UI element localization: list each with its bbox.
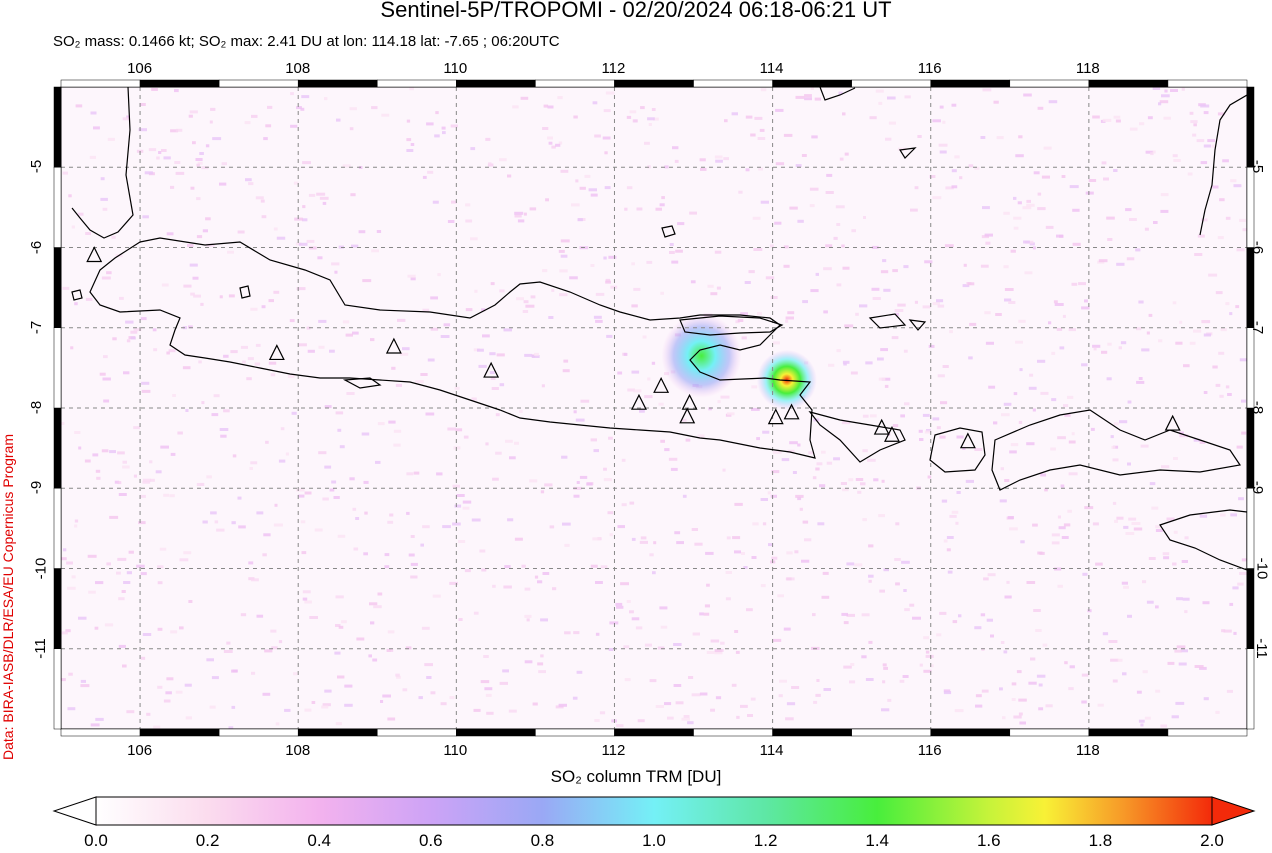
coastlines <box>71 87 1247 571</box>
lat-tick-label-right: -7 <box>1249 320 1267 334</box>
graticule <box>61 87 1247 729</box>
coast-lombok <box>929 427 986 473</box>
colorbar-tick-label: 1.0 <box>642 831 666 850</box>
colorbar-tick-label: 0.6 <box>418 831 443 850</box>
lat-tick-label-right: -8 <box>1249 400 1267 415</box>
volcano-marker <box>86 246 103 263</box>
colorbar-tick-label: 0.4 <box>307 831 332 850</box>
lon-tick-label-top: 106 <box>127 60 153 77</box>
coast-java <box>89 237 816 459</box>
so2-hotspot <box>661 313 742 398</box>
coast-sumatra <box>71 87 134 239</box>
volcano-marker <box>1164 414 1181 431</box>
lat-tick-label-left: -5 <box>28 160 46 174</box>
colorbar-max-arrow <box>1211 796 1256 826</box>
lat-tick-label-left: -11 <box>31 637 49 659</box>
colorbar-tick-label: 0.8 <box>530 831 555 850</box>
lon-tick-label-top: 110 <box>443 60 468 77</box>
lon-tick-label-bottom: 116 <box>917 742 942 759</box>
colorbar-tick-label: 1.4 <box>865 831 890 850</box>
lon-tick-label-bottom: 118 <box>1075 742 1100 759</box>
volcano-marker <box>884 425 900 442</box>
volcano-marker <box>631 393 647 410</box>
colorbar-tick-label: 1.8 <box>1088 831 1113 850</box>
coast-sulawesi <box>1199 94 1247 236</box>
colorbar-tick-label: 0.2 <box>195 831 220 850</box>
lon-tick-label-bottom: 112 <box>601 742 626 759</box>
lon-tick-label-bottom: 108 <box>285 742 311 759</box>
coast-madura <box>679 315 784 336</box>
lon-tick-label-bottom: 114 <box>759 742 784 759</box>
colorbar-tick-label: 2.0 <box>1200 831 1224 850</box>
lat-tick-label-right: -11 <box>1252 637 1270 659</box>
map-title: Sentinel-5P/TROPOMI - 02/20/2024 06:18-0… <box>380 0 892 22</box>
colorbar-title: SO₂ column TRM [DU] <box>550 767 722 786</box>
colorbar-tick-label: 1.6 <box>976 831 1001 850</box>
volcano-marker <box>681 393 698 410</box>
volcano-marker <box>873 418 890 435</box>
lat-tick-label-right: -9 <box>1249 481 1267 495</box>
lon-tick-label-top: 116 <box>917 60 942 77</box>
lat-tick-label-right: -6 <box>1249 240 1267 254</box>
so2-summary: SO₂ mass: 0.1466 kt; SO₂ max: 2.41 DU at… <box>53 33 560 50</box>
lon-tick-label-top: 118 <box>1075 60 1100 77</box>
lon-tick-label-top: 114 <box>759 60 784 77</box>
volcano-marker <box>268 344 285 361</box>
volcano-marker <box>959 432 976 449</box>
coast-bali <box>808 410 906 463</box>
so2-noise-field <box>61 87 1247 729</box>
lat-tick-label-left: -8 <box>28 400 46 415</box>
lon-tick-label-top: 108 <box>285 60 311 77</box>
colorbar <box>95 796 1213 826</box>
coast-sumba <box>1159 509 1247 571</box>
lat-tick-label-left: -9 <box>28 481 46 495</box>
volcano-marker <box>679 407 696 424</box>
lat-tick-label-left: -7 <box>28 320 46 334</box>
lon-tick-label-top: 112 <box>601 60 626 77</box>
lat-tick-label-right: -10 <box>1253 557 1271 579</box>
lat-tick-label-left: -10 <box>32 557 50 579</box>
lat-tick-label-left: -6 <box>28 240 46 254</box>
lon-tick-label-bottom: 106 <box>127 742 153 759</box>
colorbar-tick-label: 1.2 <box>753 831 778 850</box>
colorbar-tick-label: 0.0 <box>84 831 108 850</box>
coast-sumbawa <box>991 409 1242 491</box>
lat-tick-label-right: -5 <box>1249 160 1267 174</box>
volcano-marker <box>653 376 670 393</box>
volcano-marker <box>483 361 500 378</box>
volcano-marker <box>783 403 800 420</box>
colorbar-min-arrow <box>52 796 97 826</box>
lon-tick-label-bottom: 110 <box>443 742 468 759</box>
coast-kalimantan <box>819 87 856 101</box>
volcano-marker <box>767 408 784 425</box>
volcano-marker <box>385 337 402 354</box>
